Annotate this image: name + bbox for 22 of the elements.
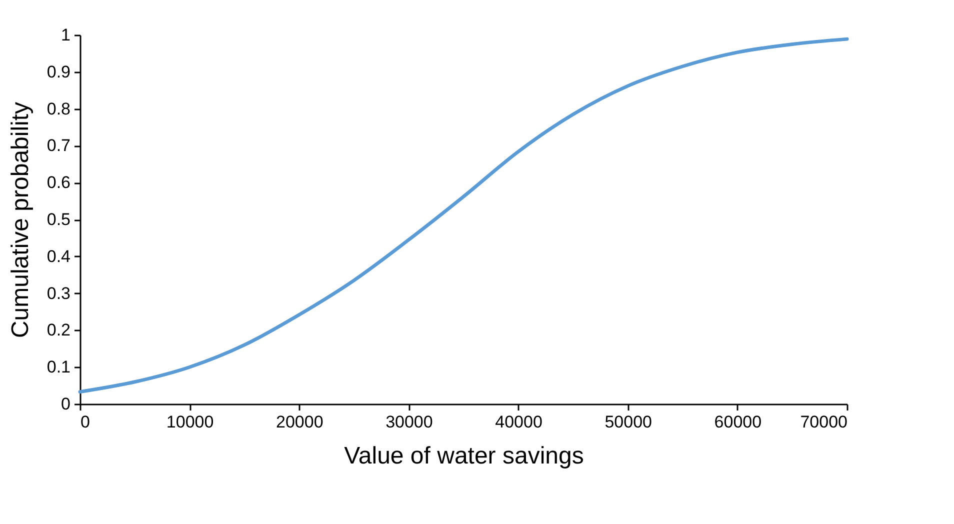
x-tick-label: 40000 (495, 412, 542, 432)
x-tick-label: 10000 (166, 412, 214, 432)
y-tick-label: 0.3 (46, 284, 70, 303)
y-tick-label: 1 (61, 26, 70, 44)
x-tick-label: 70000 (800, 412, 848, 432)
y-tick-label: 0.4 (46, 246, 70, 266)
x-tick-label: 50000 (604, 412, 652, 432)
y-tick-label: 0.7 (46, 136, 70, 156)
y-tick-label: 0.2 (46, 320, 70, 340)
y-tick-label: 0.8 (46, 99, 70, 118)
y-tick-label: 0 (61, 394, 70, 414)
y-tick-label: 0.6 (46, 173, 70, 192)
line-series (78, 37, 849, 394)
x-tick-label: 30000 (386, 412, 433, 432)
y-tick-label: 0.5 (46, 210, 70, 229)
x-axis-title: Value of water savings (344, 442, 584, 470)
x-tick-label: 0 (80, 412, 90, 432)
y-tick-label: 0.1 (46, 358, 70, 377)
x-tick-label: 20000 (276, 412, 324, 432)
x-tick-label: 60000 (714, 412, 762, 432)
y-tick-label: 0.9 (46, 62, 70, 82)
y-axis-title: Cumulative probability (6, 102, 34, 338)
